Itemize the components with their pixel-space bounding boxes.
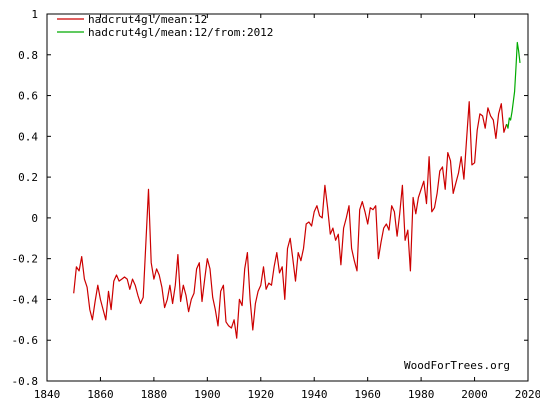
x-tick-label: 1940 (301, 388, 328, 401)
x-tick-label: 1960 (354, 388, 381, 401)
legend: hadcrut4gl/mean:12 hadcrut4gl/mean:12/fr… (57, 13, 273, 39)
y-tick-label: -0.2 (12, 253, 39, 266)
y-tick-label: 0 (31, 212, 38, 225)
credit-label: WoodForTrees.org (404, 359, 510, 372)
y-tick-label: 1 (31, 8, 38, 21)
y-tick-label: -0.6 (12, 334, 39, 347)
x-tick-label: 1840 (34, 388, 61, 401)
y-tick-label: -0.8 (12, 375, 39, 388)
y-tick-label: 0.8 (18, 49, 38, 62)
x-tick-label: 1980 (408, 388, 435, 401)
plot-frame (46, 13, 529, 382)
y-axis-ticks: -0.8 -0.6 -0.4 -0.2 0 0.2 0.4 0.6 0.8 1 (12, 8, 528, 388)
x-tick-label: 2020 (515, 388, 540, 401)
x-tick-label: 1920 (248, 388, 275, 401)
x-tick-label: 1900 (194, 388, 221, 401)
x-axis-ticks: 1840 1860 1880 1900 1920 1940 1960 1980 2000 2020 (34, 14, 540, 401)
legend-label-series-1: hadcrut4gl/mean:12 (88, 13, 207, 26)
legend-label-series-2: hadcrut4gl/mean:12/from:2012 (88, 26, 273, 39)
y-tick-label: 0.6 (18, 90, 38, 103)
x-tick-label: 2000 (461, 388, 488, 401)
x-tick-label: 1860 (87, 388, 114, 401)
series-line-1 (73, 101, 508, 339)
y-tick-label: -0.4 (12, 293, 39, 306)
y-tick-label: 0.4 (18, 130, 38, 143)
y-tick-label: 0.2 (18, 171, 38, 184)
series-line-2 (506, 41, 521, 129)
series-layer (73, 41, 521, 339)
x-tick-label: 1880 (141, 388, 168, 401)
